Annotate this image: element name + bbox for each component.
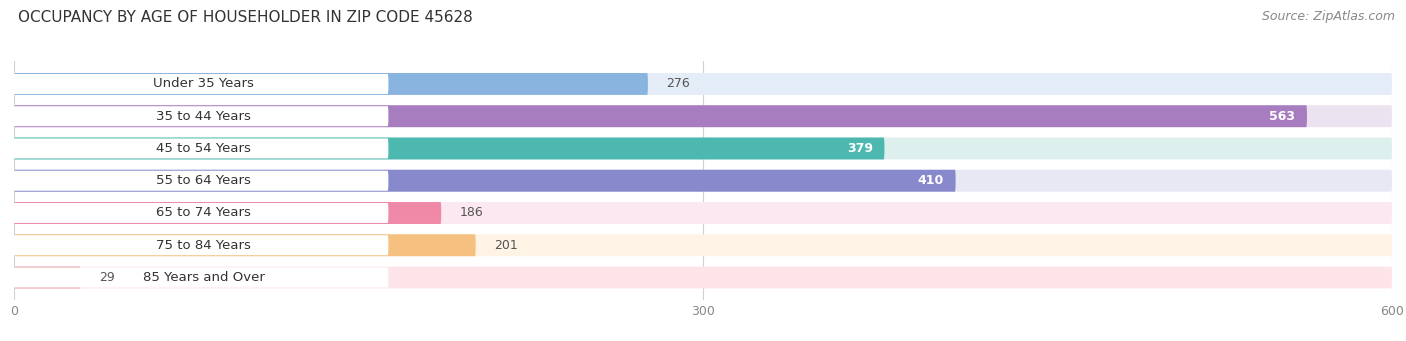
FancyBboxPatch shape [14, 202, 441, 224]
Text: 410: 410 [918, 174, 945, 187]
Text: 65 to 74 Years: 65 to 74 Years [156, 207, 250, 220]
FancyBboxPatch shape [10, 106, 388, 126]
FancyBboxPatch shape [14, 137, 1392, 160]
Text: Under 35 Years: Under 35 Years [153, 77, 254, 90]
Text: 186: 186 [460, 207, 484, 220]
FancyBboxPatch shape [14, 234, 475, 256]
FancyBboxPatch shape [10, 171, 388, 191]
FancyBboxPatch shape [14, 105, 1392, 127]
Text: 379: 379 [846, 142, 873, 155]
Text: Source: ZipAtlas.com: Source: ZipAtlas.com [1261, 10, 1395, 23]
FancyBboxPatch shape [14, 234, 1392, 256]
FancyBboxPatch shape [10, 138, 388, 159]
FancyBboxPatch shape [10, 267, 388, 287]
Text: 29: 29 [98, 271, 115, 284]
Text: 35 to 44 Years: 35 to 44 Years [156, 110, 250, 123]
FancyBboxPatch shape [10, 74, 388, 94]
Text: OCCUPANCY BY AGE OF HOUSEHOLDER IN ZIP CODE 45628: OCCUPANCY BY AGE OF HOUSEHOLDER IN ZIP C… [18, 10, 472, 25]
FancyBboxPatch shape [14, 73, 1392, 95]
Text: 55 to 64 Years: 55 to 64 Years [156, 174, 250, 187]
FancyBboxPatch shape [10, 203, 388, 223]
FancyBboxPatch shape [14, 202, 1392, 224]
FancyBboxPatch shape [14, 267, 1392, 288]
Text: 563: 563 [1270, 110, 1295, 123]
FancyBboxPatch shape [14, 267, 80, 288]
Text: 276: 276 [666, 77, 690, 90]
FancyBboxPatch shape [10, 235, 388, 255]
FancyBboxPatch shape [14, 73, 648, 95]
FancyBboxPatch shape [14, 170, 1392, 192]
Text: 85 Years and Over: 85 Years and Over [142, 271, 264, 284]
Text: 75 to 84 Years: 75 to 84 Years [156, 239, 250, 252]
FancyBboxPatch shape [14, 170, 956, 192]
Text: 45 to 54 Years: 45 to 54 Years [156, 142, 250, 155]
FancyBboxPatch shape [14, 137, 884, 160]
Text: 201: 201 [494, 239, 517, 252]
FancyBboxPatch shape [14, 105, 1308, 127]
